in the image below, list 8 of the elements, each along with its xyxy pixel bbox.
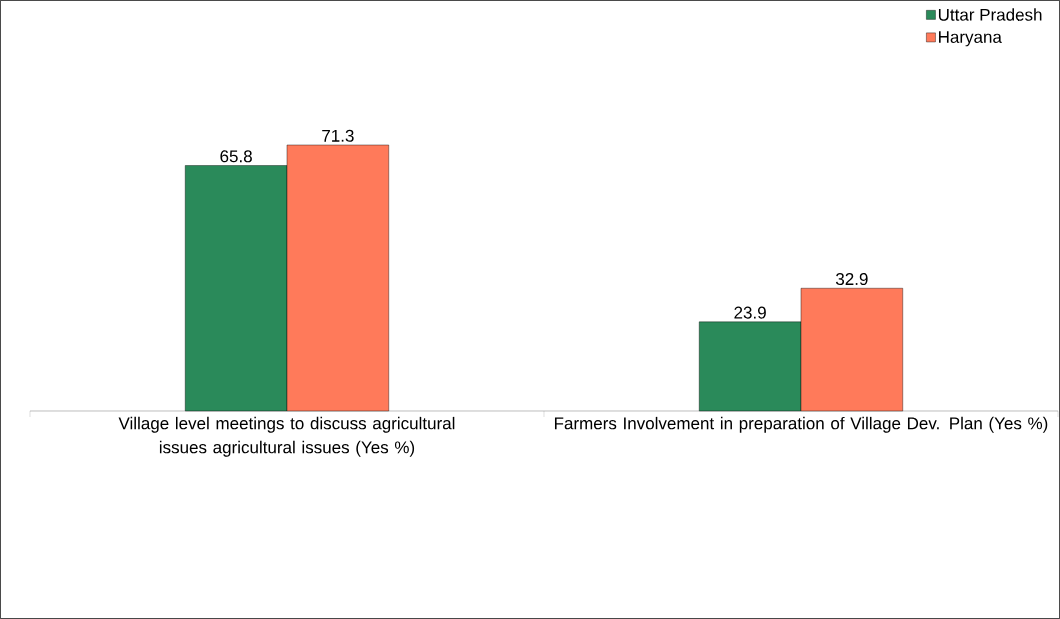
data-label: 65.8 (220, 150, 252, 163)
legend-label: Uttar Pradesh (938, 8, 1042, 21)
data-label: 23.9 (734, 306, 766, 319)
x-tick-label: Farmers Involvement in preparation of Village Dev. Plan (Yes %) (554, 416, 1048, 433)
x-tick-label: Village level meetings to discuss agricultural issues agricultural issues (Yes %) (118, 416, 455, 457)
data-label: 71.3 (322, 129, 354, 142)
data-label: 32.9 (835, 273, 868, 286)
legend-label: Haryana (939, 31, 1002, 47)
